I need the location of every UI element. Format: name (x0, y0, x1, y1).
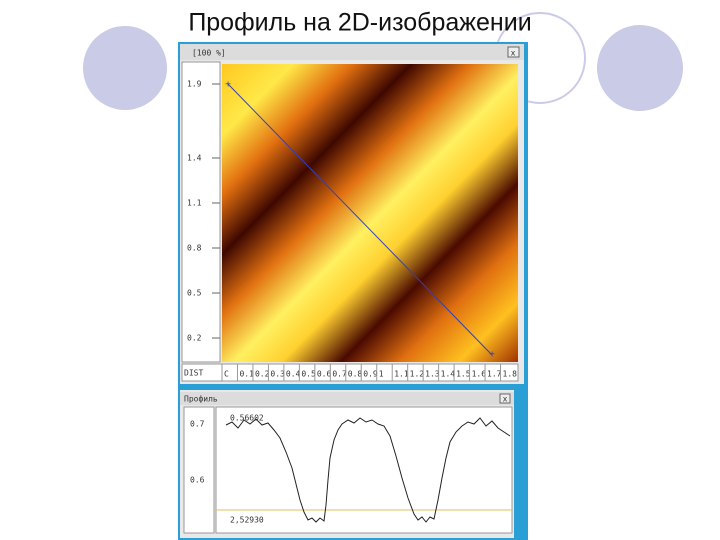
y-tick-label: 0.5 (187, 289, 202, 298)
y-tick-label: 0.8 (187, 244, 202, 253)
x-tick-label: 1.7 (487, 370, 502, 379)
x-axis-panel (181, 363, 519, 382)
profile-plot (215, 406, 513, 534)
close-button[interactable] (499, 393, 511, 404)
profile-y-panel (183, 406, 215, 534)
x-tick-label: 0.1 (239, 370, 254, 379)
window-titlebar (180, 44, 524, 60)
x-tick-label: 0.9 (363, 370, 378, 379)
x-axis-label: DIST (184, 369, 203, 378)
close-button[interactable] (507, 46, 520, 58)
x-ticks: C 0.1 0.2 0.3 0.4 0.5 0.6 0.7 0.8 0.9 1 1.1 1.2 1.3 1.… (221, 364, 518, 381)
x-tick-label: 0.2 (255, 370, 270, 379)
profile-titlebar (180, 392, 514, 405)
y-tick-label: 1.1 (187, 199, 202, 208)
x-tick-label: 1 (379, 370, 384, 379)
x-tick-label: 1.3 (425, 370, 440, 379)
zoom-label: [100 %] (192, 49, 226, 58)
x-tick-label: 0.4 (286, 370, 301, 379)
x-tick-label: 1.4 (441, 370, 456, 379)
x-tick-label: 1.2 (410, 370, 425, 379)
deco-circle (83, 26, 167, 110)
x-tick-label: 0.6 (317, 370, 332, 379)
x-tick-label: 0.5 (301, 370, 316, 379)
close-label: x (511, 49, 516, 58)
profile-curve (225, 417, 511, 523)
x-tick-label: 1.5 (456, 370, 471, 379)
profile-title: Профиль (184, 395, 218, 404)
y-ticks: 1.9 1.4 1.1 0.8 0.5 0.2 (187, 80, 220, 343)
y-tick-label: 1.4 (187, 154, 202, 163)
deco-circle (597, 25, 683, 111)
profile-line (227, 83, 493, 356)
slide-title: Профиль на 2D-изображении (188, 9, 531, 37)
x-tick-label: C (224, 370, 229, 379)
x-tick-label: 0.8 (348, 370, 363, 379)
x-tick-label: 1.8 (503, 370, 518, 379)
y-axis-panel (181, 61, 221, 363)
close-label: x (503, 395, 508, 404)
max-value-label: 0.56602 (230, 414, 264, 423)
y-tick-label: 0.2 (187, 334, 202, 343)
x-tick-label: 1.1 (394, 370, 409, 379)
min-value-label: 2,52930 (230, 516, 264, 525)
y-tick-label: 1.9 (187, 80, 202, 89)
profile-y-tick: 0.6 (190, 476, 205, 485)
line-start: + (225, 80, 231, 91)
x-tick-label: 0.7 (332, 370, 347, 379)
x-tick-label: 1.6 (472, 370, 487, 379)
profile-y-tick: 0.7 (190, 420, 205, 429)
x-tick-label: 0.3 (270, 370, 285, 379)
line-end: + (489, 350, 495, 361)
heatmap (222, 64, 518, 362)
